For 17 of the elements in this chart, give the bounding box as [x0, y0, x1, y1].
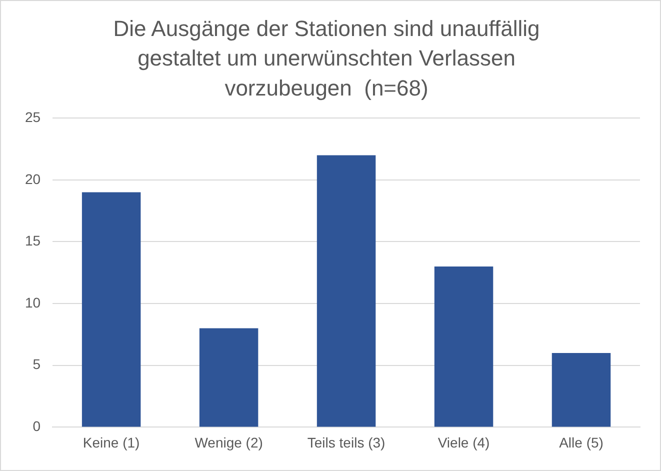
- chart-title: Die Ausgänge der Stationen sind unauffällig gestaltet um unerwünschten Verlassen vorzubeugen (n=68): [113, 16, 540, 100]
- x-tick-label: Teils teils (3): [307, 434, 386, 450]
- x-tick-label: Wenige (2): [194, 434, 263, 450]
- y-tick-label: 0: [32, 418, 41, 434]
- y-tick-label: 25: [24, 108, 41, 125]
- bar: [199, 328, 258, 427]
- bar: [82, 192, 141, 427]
- y-tick-label: 10: [24, 294, 41, 310]
- y-tick-label: 5: [32, 356, 41, 372]
- x-tick-label: Alle (5): [559, 434, 604, 450]
- bar: [552, 353, 611, 427]
- bar: [316, 155, 376, 427]
- x-tick-label: Viele (4): [438, 434, 490, 450]
- x-tick-label: Keine (1): [82, 434, 140, 450]
- bar: [434, 266, 494, 427]
- y-tick-label: 20: [24, 170, 41, 187]
- y-tick-label: 15: [24, 232, 41, 249]
